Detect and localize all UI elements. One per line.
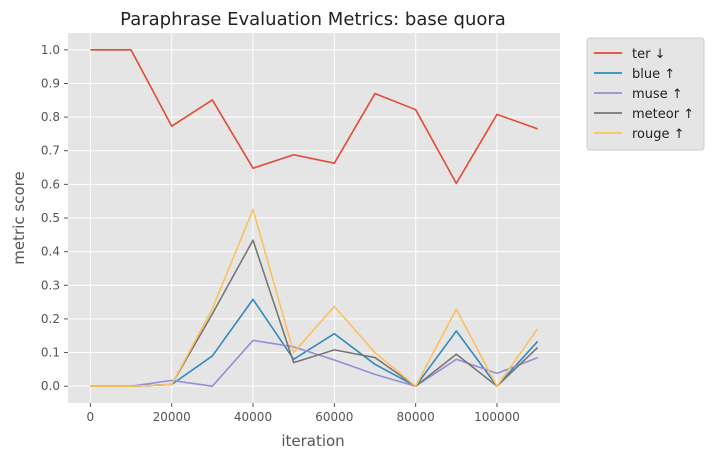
x-tick-label: 0 (87, 410, 95, 424)
series-line-0 (90, 49, 538, 185)
x-axis-label: iteration (281, 432, 344, 450)
y-ticks: 0.0 0.1 0.2 0.3 0.4 0.5 0.6 0.7 0.8 0.9 1.0 (41, 43, 68, 393)
legend-box (586, 37, 705, 151)
series-line-4 (90, 208, 539, 387)
legend: ter ↓ blue ↑ muse ↑ meteor ↑ rouge ↑ (586, 37, 705, 151)
legend-label: meteor ↑ (632, 107, 694, 122)
x-tick-label: 20000 (153, 410, 191, 424)
legend-label: blue ↑ (632, 67, 675, 82)
chart-title: Paraphrase Evaluation Metrics: base quor… (120, 9, 506, 30)
y-tick-label: 1.0 (41, 43, 60, 57)
x-tick-label: 40000 (234, 410, 272, 424)
y-tick-label: 0.6 (41, 177, 60, 191)
gridlines (68, 33, 560, 403)
legend-label: muse ↑ (632, 87, 683, 102)
y-tick-label: 0.2 (41, 312, 60, 326)
y-tick-label: 0.5 (41, 211, 60, 225)
legend-label: ter ↓ (632, 47, 665, 62)
y-tick-label: 0.3 (41, 278, 60, 292)
series-line-2 (90, 339, 538, 387)
legend-entries: ter ↓ blue ↑ muse ↑ meteor ↑ rouge ↑ (594, 47, 694, 142)
y-tick-label: 0.4 (41, 245, 60, 259)
y-tick-label: 0.8 (41, 110, 60, 124)
y-tick-label: 0.9 (41, 76, 60, 90)
legend-label: rouge ↑ (632, 127, 685, 142)
y-axis-label: metric score (10, 171, 28, 264)
x-tick-label: 100000 (474, 410, 520, 424)
y-tick-label: 0.7 (41, 144, 60, 158)
x-ticks: 0 20000 40000 60000 80000 100000 (87, 403, 520, 424)
y-tick-label: 0.0 (41, 379, 60, 393)
y-tick-label: 0.1 (41, 346, 60, 360)
x-tick-label: 60000 (315, 410, 353, 424)
series-lines (90, 49, 539, 387)
x-tick-label: 80000 (397, 410, 435, 424)
